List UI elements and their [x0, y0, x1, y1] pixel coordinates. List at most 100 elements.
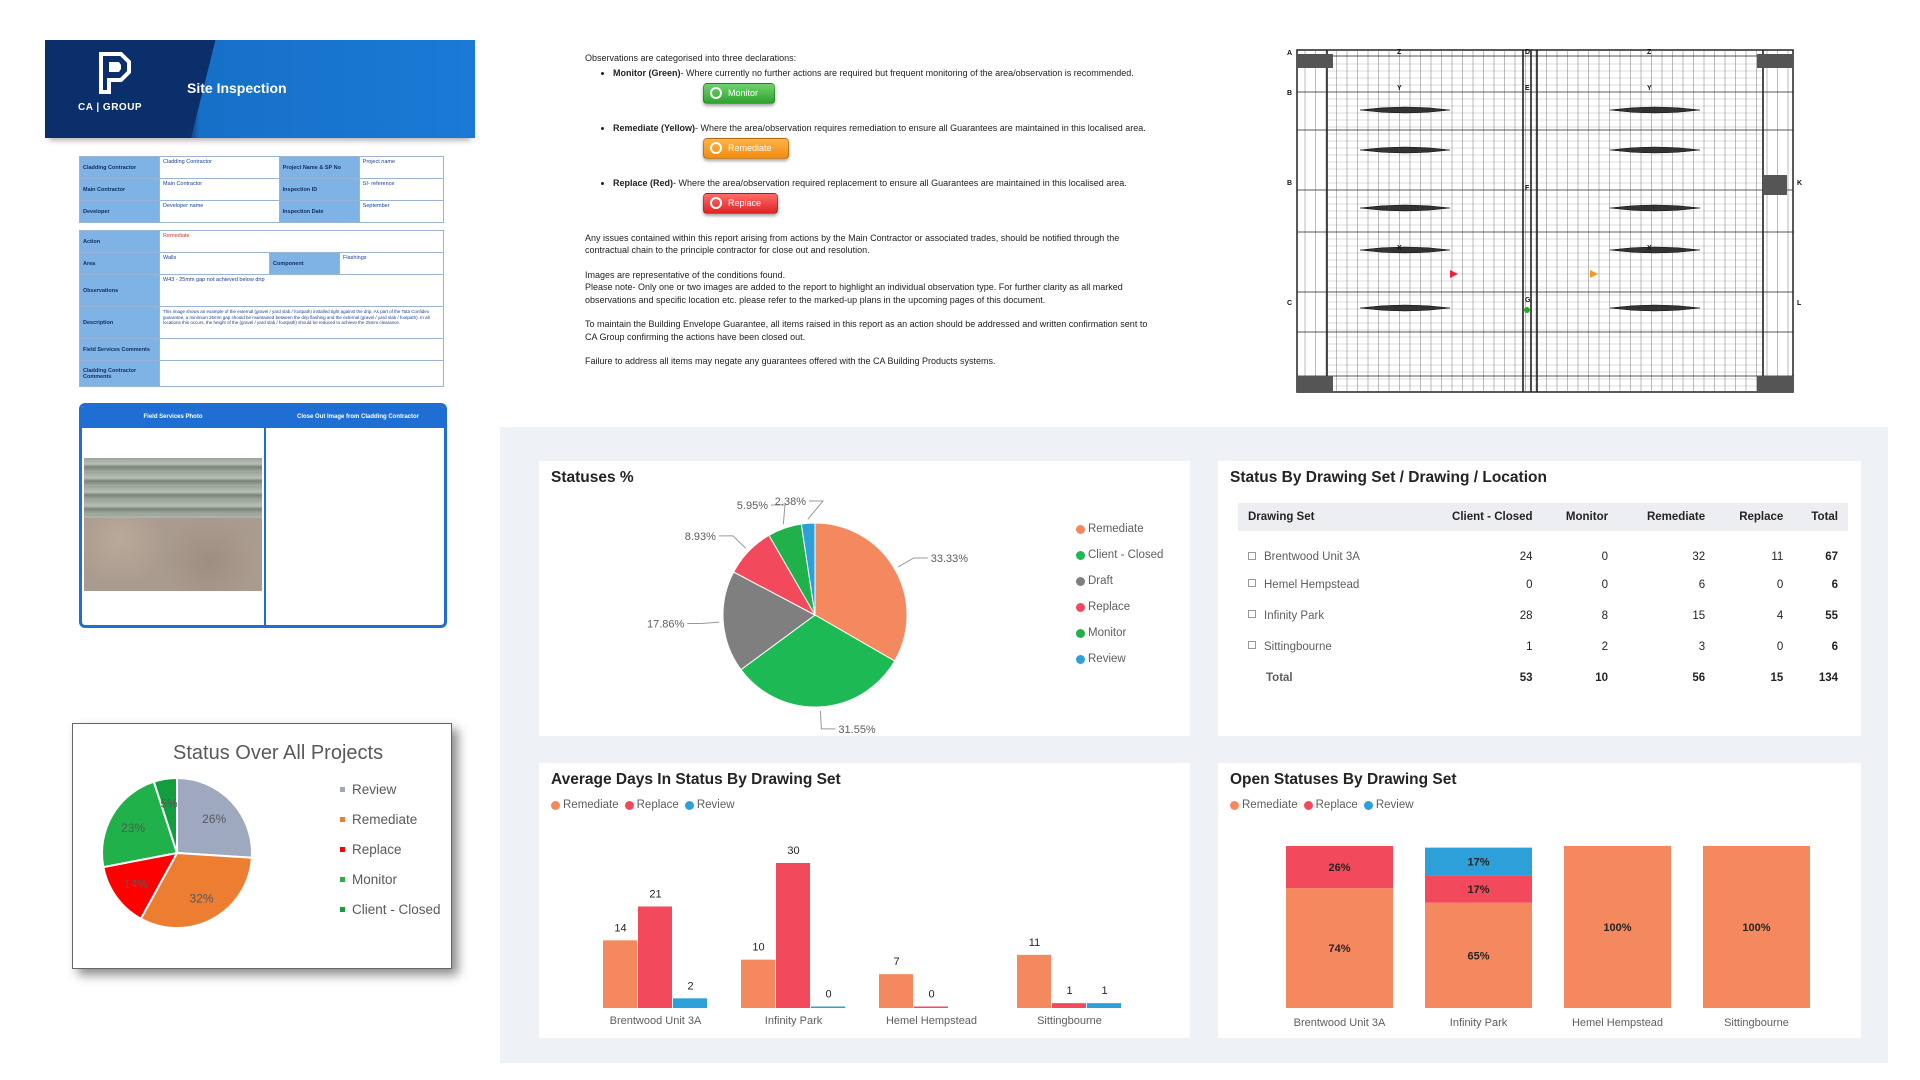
avg-days-card[interactable]: Average Days In Status By Drawing Set Re… — [539, 763, 1190, 1038]
stack-remediate[interactable] — [1425, 902, 1532, 1008]
expand-icon[interactable] — [1248, 610, 1256, 619]
legend-item[interactable]: Remediate — [551, 799, 619, 811]
table-row[interactable]: Hemel Hempstead 0 0 6 0 6 — [1238, 569, 1848, 600]
item-text: - Where the area/observation required re… — [673, 177, 1127, 188]
bar-review[interactable] — [673, 998, 707, 1008]
bar-value-label: 21 — [649, 889, 661, 901]
col-header[interactable]: Client - Closed — [1415, 503, 1543, 531]
open-status-card[interactable]: Open Statuses By Drawing Set Remediate Re… — [1218, 763, 1861, 1038]
replace-button[interactable]: Replace — [703, 193, 779, 214]
statuses-card[interactable]: Statuses % 33.33% 31.55% 17.86% 8.93% 5.95% 2… — [539, 461, 1190, 736]
bar-remediate[interactable] — [741, 959, 775, 1008]
legend-item[interactable]: Replace — [624, 799, 679, 811]
table-cell: 28 — [1519, 609, 1533, 622]
stack-value-label: 74% — [1328, 943, 1350, 955]
bar-replace[interactable] — [638, 906, 672, 1009]
field-value: Main Contractor — [159, 178, 280, 201]
table-cell: 0 — [1776, 640, 1784, 653]
bar-replace[interactable] — [776, 863, 810, 1008]
field-value: SI- reference — [358, 178, 445, 201]
field-comments-label: Field Services Comments — [79, 338, 160, 361]
field-comments-value[interactable] — [159, 338, 444, 361]
pie-slice-draft[interactable] — [722, 571, 816, 671]
stack-replace[interactable] — [1286, 846, 1393, 889]
bar-remediate[interactable] — [1017, 954, 1051, 1008]
leader-line — [687, 621, 720, 625]
legacy-slice-review — [176, 776, 253, 859]
pie-slice-client-closed[interactable] — [740, 614, 896, 708]
legend-label: Draft — [1088, 575, 1113, 587]
row-name[interactable]: Hemel Hempstead — [1238, 569, 1415, 600]
legend-item[interactable]: Monitor — [1076, 620, 1163, 646]
monitor-button[interactable]: Monitor — [703, 83, 776, 104]
table-cell: 3 — [1698, 640, 1706, 653]
bar-remediate[interactable] — [879, 974, 913, 1008]
row-label: Z — [1647, 49, 1652, 56]
report-title: Site Inspection — [187, 80, 287, 96]
legend-dot — [551, 800, 560, 810]
description-value: This image shows an example of the exter… — [159, 306, 444, 339]
bar-replace[interactable] — [1052, 1003, 1086, 1008]
replace-item: Replace (Red)- Where the area/observatio… — [613, 177, 1155, 226]
bar-value-label: 11 — [1029, 937, 1040, 949]
remediate-button[interactable]: Remediate — [703, 138, 789, 159]
field-value: September — [358, 200, 445, 223]
legend-label: Monitor — [1088, 627, 1127, 639]
row-name[interactable]: Infinity Park — [1238, 600, 1415, 631]
legend-item[interactable]: Remediate — [1076, 516, 1163, 542]
row-name[interactable]: Sittingbourne — [1238, 631, 1415, 662]
col-header[interactable]: Remediate — [1618, 503, 1716, 531]
total-cell: 134 — [1818, 671, 1838, 684]
category-label: Hemel Hempstead — [1572, 1017, 1663, 1029]
table-row[interactable]: Sittingbourne 1 2 3 0 6 — [1238, 631, 1848, 662]
legend-item[interactable]: Review — [1076, 646, 1163, 672]
expand-icon[interactable] — [1248, 641, 1256, 650]
legend-item[interactable]: Remediate — [1230, 799, 1298, 811]
legend-label: Remediate — [1088, 523, 1144, 535]
bar-review[interactable] — [811, 1006, 845, 1009]
col-header[interactable]: Drawing Set — [1238, 503, 1416, 531]
legend-label: Replace — [636, 799, 679, 811]
legend-item[interactable]: Review — [1363, 799, 1414, 811]
table-row[interactable]: Infinity Park 28 8 15 4 55 — [1238, 600, 1848, 631]
area-label: Area — [79, 252, 160, 275]
col-header[interactable]: Monitor — [1542, 503, 1619, 531]
bar-replace[interactable] — [914, 1006, 948, 1009]
legend-label: Remediate — [1242, 799, 1298, 811]
bar-remediate[interactable] — [603, 940, 637, 1008]
vent-symbol — [1359, 106, 1451, 114]
cladding-comments-value[interactable] — [159, 360, 444, 387]
stack-remediate[interactable] — [1703, 846, 1810, 1008]
column-block — [1297, 376, 1333, 392]
legend-item[interactable]: Client - Closed — [1076, 542, 1163, 568]
mid-label: F — [1525, 185, 1530, 192]
vent-symbol — [1609, 246, 1701, 254]
status-table-card[interactable]: Status By Drawing Set / Drawing / Locati… — [1218, 461, 1861, 736]
pie-slice-remediate[interactable] — [814, 522, 908, 662]
stack-replace[interactable] — [1425, 875, 1532, 903]
col-header[interactable]: Replace — [1715, 503, 1794, 531]
total-cell: 10 — [1595, 671, 1609, 684]
bar-review[interactable] — [1087, 1003, 1121, 1008]
avg-days-title: Average Days In Status By Drawing Set — [551, 771, 841, 788]
vent-symbol — [1609, 146, 1701, 154]
stack-remediate[interactable] — [1564, 846, 1671, 1008]
stack-review[interactable] — [1425, 847, 1532, 876]
component-label: Component — [269, 252, 340, 275]
legend-item[interactable]: Replace — [1303, 799, 1358, 811]
statuses-legend: Remediate Client - Closed Draft Replace Moni… — [1076, 516, 1163, 672]
item-text: - Where the area/observation requires re… — [695, 122, 1146, 133]
table-row[interactable]: Brentwood Unit 3A 24 0 32 11 67 — [1238, 531, 1848, 569]
expand-icon[interactable] — [1248, 579, 1256, 588]
legend-item[interactable]: Draft — [1076, 568, 1163, 594]
area-value: Walls — [159, 252, 270, 275]
legend-item[interactable]: Review — [684, 799, 735, 811]
pie-slice-review[interactable] — [800, 522, 816, 616]
row-name[interactable]: Brentwood Unit 3A — [1238, 531, 1415, 569]
category-label: Infinity Park — [1450, 1017, 1508, 1029]
legend-item[interactable]: Replace — [1076, 594, 1163, 620]
stack-remediate[interactable] — [1286, 888, 1393, 1008]
bar-value-label: 1 — [1066, 985, 1072, 997]
col-header[interactable]: Total — [1793, 503, 1848, 531]
expand-icon[interactable] — [1248, 551, 1256, 560]
